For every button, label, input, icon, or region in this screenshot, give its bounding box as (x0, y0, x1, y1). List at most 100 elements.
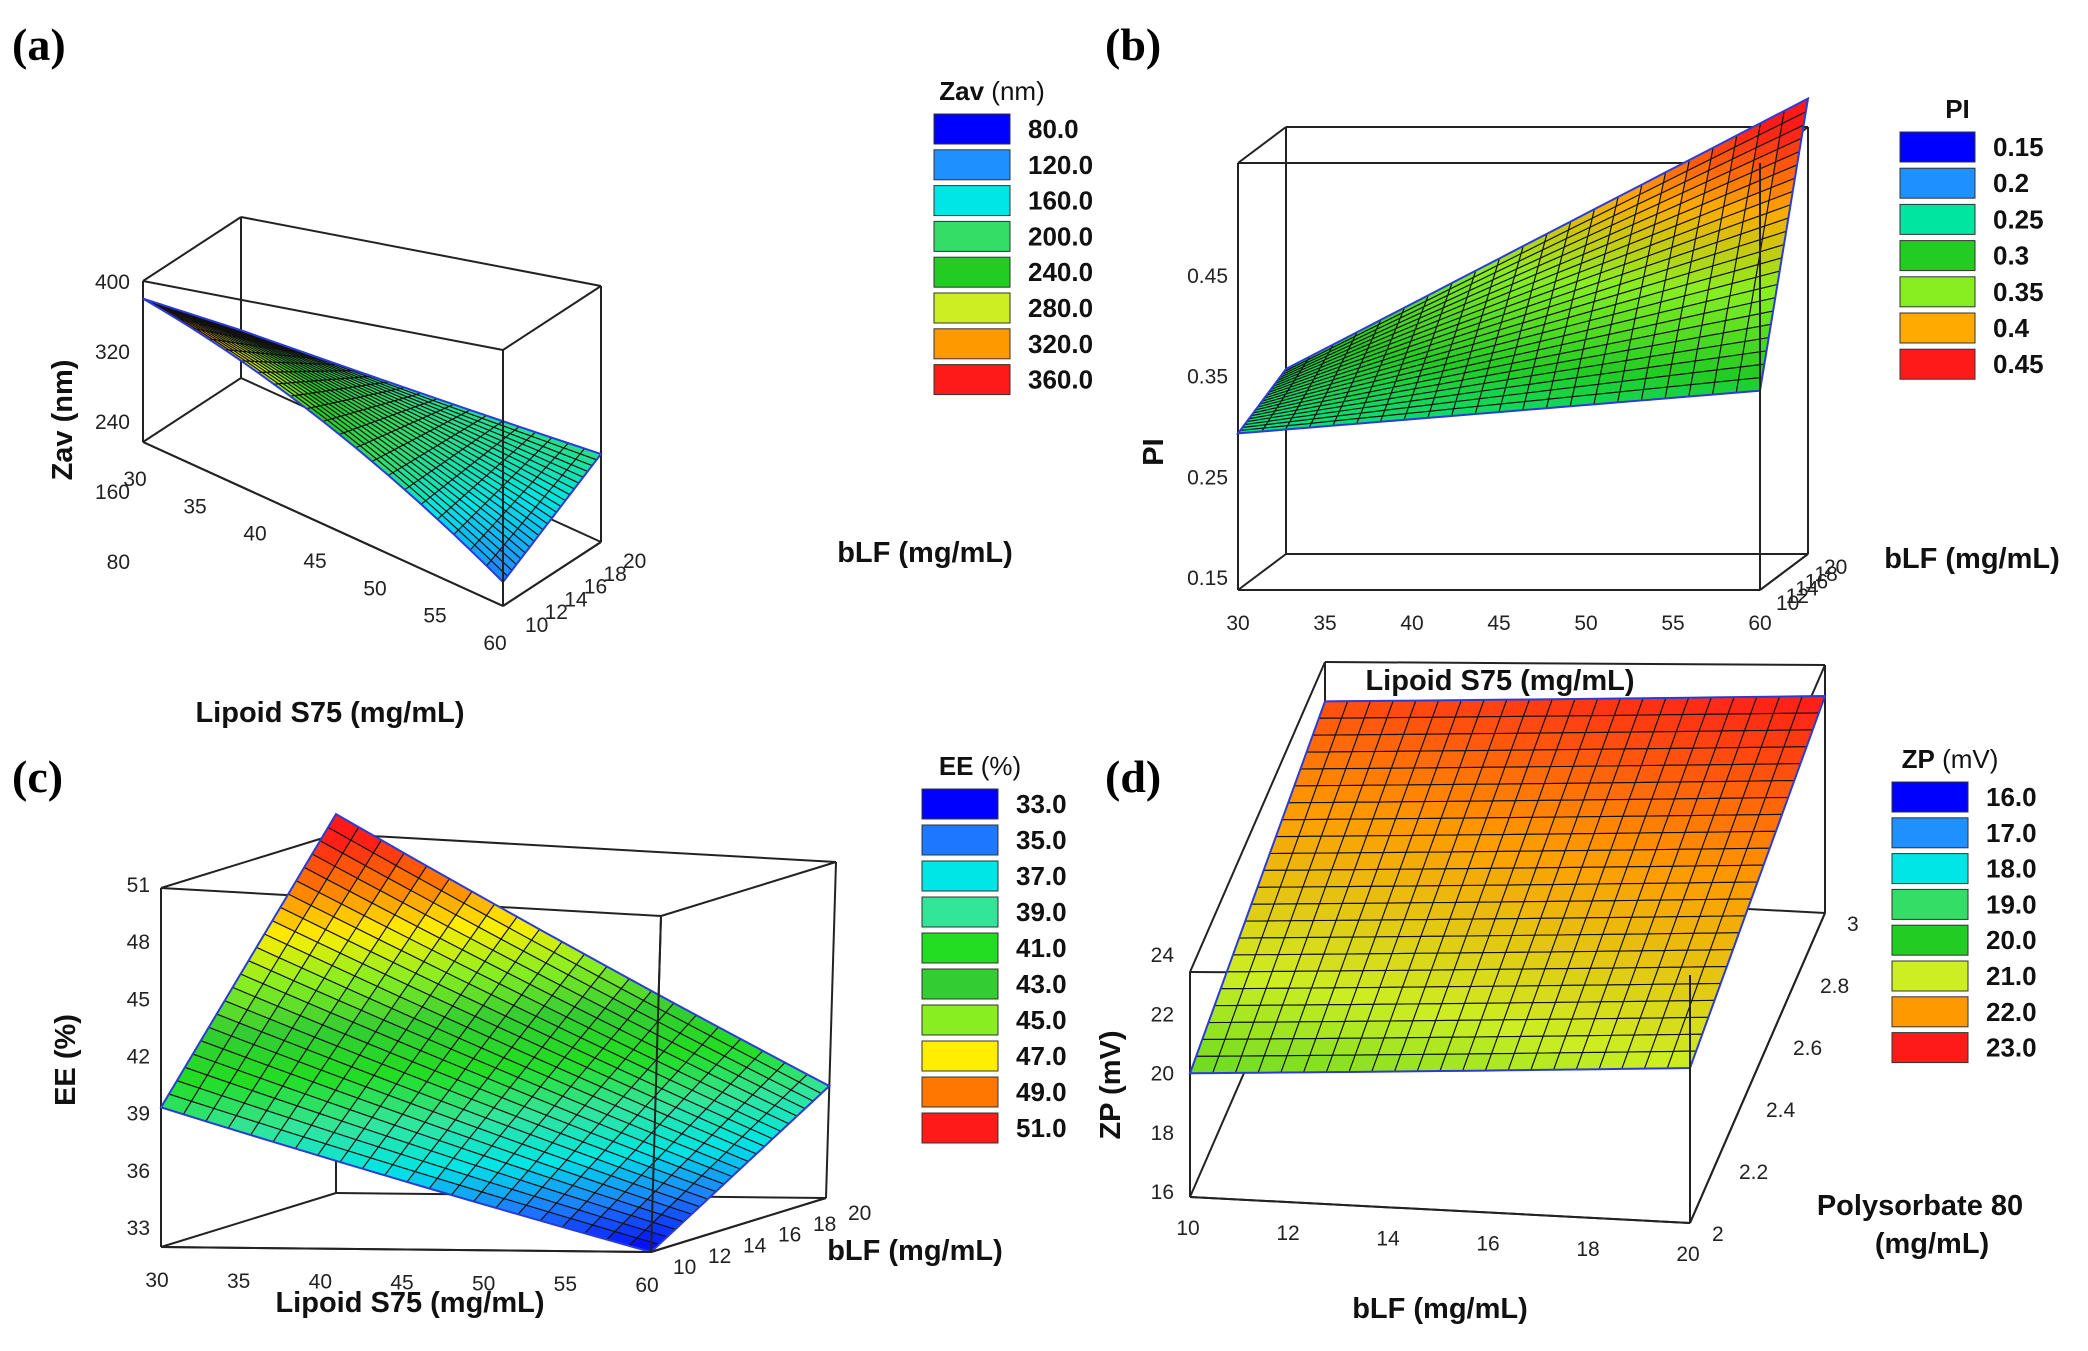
z-tick-label: 22 (1151, 1003, 1174, 1026)
legend-title: ZP (mV) (1902, 744, 1999, 774)
z-tick-label: 0.15 (1187, 567, 1228, 590)
panel-label: (d) (1105, 751, 1161, 802)
axis-box-front (142, 350, 602, 607)
y-tick-label: 2.8 (1820, 975, 1849, 998)
legend-swatch (933, 185, 1011, 217)
legend-level: 280.0 (1028, 293, 1093, 323)
z-tick-label: 160 (95, 481, 130, 504)
legend-title-unit: (mV) (1935, 744, 1999, 774)
legend-swatch (921, 932, 999, 964)
legend-swatch (1891, 1032, 1969, 1064)
z-tick-label: 24 (1151, 944, 1175, 967)
box-edge (160, 1192, 337, 1248)
legend-level: 19.0 (1986, 889, 2037, 919)
y-tick-label: 12 (545, 601, 568, 624)
x-tick-label: 50 (472, 1272, 495, 1295)
ticks: 10 12 14 16 18 20 2 2.2 2.4 2.6 2.8 3 16 18 20 22 24 (1151, 913, 1859, 1266)
legend-swatch (933, 220, 1011, 252)
z-tick-label: 0.35 (1187, 366, 1228, 389)
z-tick-label: 45 (127, 988, 150, 1011)
legend-level: 37.0 (1016, 861, 1067, 891)
y-axis-label: bLF (mg/mL) (827, 1235, 1003, 1267)
x-tick-label: 55 (554, 1273, 577, 1296)
legend-level: 0.2 (1993, 168, 2029, 198)
x-axis-label: Lipoid S75 (mg/mL) (275, 1287, 544, 1319)
y-tick-label: 2 (1712, 1223, 1724, 1246)
legend-title-text: PI (1945, 94, 1970, 124)
panel-c: (c) 30 35 40 45 50 55 60 10 12 14 16 18 20 33 36 39 42 45 4… (12, 751, 1067, 1319)
legend-swatch (921, 1040, 999, 1072)
legend-level: 51.0 (1016, 1113, 1067, 1143)
box-edge (660, 861, 837, 917)
legend-swatch (933, 328, 1011, 360)
y-tick-label: 16 (1805, 570, 1828, 593)
y-tick-label: 3 (1847, 913, 1859, 936)
x-tick-label: 14 (1376, 1227, 1400, 1250)
legend-level: 23.0 (1986, 1033, 2037, 1063)
legend-swatch (921, 968, 999, 1000)
box-edge-front (1189, 1196, 1691, 1224)
legend-level: 0.25 (1993, 204, 2044, 234)
axis-box-front (1238, 163, 1809, 591)
legend-level: 39.0 (1016, 897, 1067, 927)
surface-outline (159, 812, 832, 1254)
legend-swatch (921, 896, 999, 928)
legend-level: 80.0 (1028, 114, 1079, 144)
legend-level: 45.0 (1016, 1005, 1067, 1035)
legend-level: 0.35 (1993, 277, 2044, 307)
legend-swatch (1899, 167, 1976, 199)
y-tick-label: 16 (584, 576, 607, 599)
z-tick-label: 20 (1151, 1063, 1174, 1086)
legend-swatch (1899, 348, 1976, 380)
legend-level: 320.0 (1028, 329, 1093, 359)
y-tick-label: 16 (778, 1224, 801, 1247)
z-tick-label: 39 (127, 1103, 150, 1126)
legend-swatch (1891, 924, 1969, 956)
x-axis-label: Lipoid S75 (mg/mL) (1365, 665, 1634, 697)
z-tick-label: 36 (127, 1160, 150, 1183)
x-tick-label: 40 (243, 523, 266, 546)
z-tick-label: 80 (107, 551, 130, 574)
x-tick-label: 12 (1276, 1222, 1299, 1245)
legend-level: 47.0 (1016, 1041, 1067, 1071)
legend-swatch (921, 1112, 999, 1144)
z-tick-label: 320 (95, 341, 130, 364)
legend-level: 20.0 (1986, 925, 2037, 955)
panel-d: (d) 10 12 14 16 18 20 2 2.2 2.4 2.6 2.8 3 16 18 20 22 24 b… (1095, 661, 2037, 1325)
legend-swatch (1899, 203, 1976, 235)
y-tick-label: 18 (603, 563, 626, 586)
legend-swatch (1891, 960, 1969, 992)
surface-outline (142, 297, 603, 584)
x-tick-label: 35 (1313, 612, 1336, 635)
legend-level: 360.0 (1028, 365, 1093, 395)
z-tick-label: 240 (95, 411, 130, 434)
y-tick-label: 14 (743, 1234, 767, 1257)
z-tick-label: 18 (1151, 1122, 1174, 1145)
z-tick-label: 48 (127, 931, 150, 954)
legend-swatch (1891, 888, 1969, 920)
z-tick-label: 16 (1151, 1181, 1174, 1204)
x-tick-label: 18 (1576, 1238, 1599, 1261)
surface-outline (1235, 96, 1810, 435)
box-edge-front (502, 541, 602, 607)
legend-title-unit: (%) (974, 751, 1022, 781)
box-edge (142, 280, 504, 351)
legend-level: 22.0 (1986, 997, 2037, 1027)
box-edge (1189, 661, 1326, 973)
surface (1236, 97, 1809, 435)
legend: ZP (mV) 16.0 17.0 18.0 19.0 20.0 21.0 22.0 23.0 (1891, 744, 2037, 1064)
legend-level: 120.0 (1028, 150, 1093, 180)
y-tick-label: 12 (708, 1245, 731, 1268)
legend-swatch (1891, 996, 1969, 1028)
legend-title-text: Zav (939, 76, 984, 106)
x-tick-label: 45 (1487, 612, 1510, 635)
z-axis-label: EE (%) (50, 1014, 82, 1106)
x-tick-label: 50 (363, 577, 386, 600)
legend-title: EE (%) (939, 751, 1021, 781)
x-tick-label: 35 (227, 1270, 250, 1293)
axis-box-front (1189, 912, 1826, 1224)
z-tick-label: 0.45 (1187, 265, 1228, 288)
ticks: 30 35 40 45 50 55 60 10 12 14 16 18 20 33 36 39 42 45 48 51 (127, 874, 872, 1297)
y-tick-label: 2.4 (1766, 1099, 1796, 1122)
y-tick-label: 10 (1776, 592, 1799, 615)
